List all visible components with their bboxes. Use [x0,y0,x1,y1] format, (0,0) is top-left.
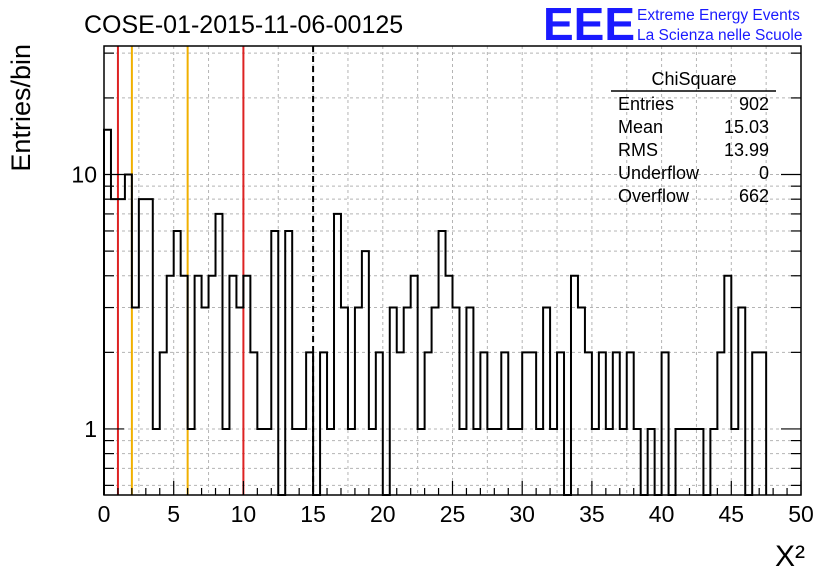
x-axis-tick-labels: 0 5 10 15 20 25 30 35 40 45 50 [98,501,814,527]
histogram-series-line [103,128,768,496]
x-tick-label: 45 [719,501,745,527]
x-tick-label: 20 [370,501,396,527]
x-tick-label: 50 [788,501,814,527]
y-axis-tick-labels: 1 10 [71,162,97,442]
stats-row-label: Mean [618,117,663,137]
y-tick-label: 10 [71,162,97,188]
eee-logo-mark: EEE [543,0,635,50]
stats-row-value: 662 [739,186,769,206]
eee-logo-line2: La Scienza nelle Scuole [637,27,802,44]
stats-row-value: 0 [759,163,769,183]
x-tick-label: 0 [98,501,111,527]
stats-row-value: 902 [739,94,769,114]
eee-logo: EEE Extreme Energy Events La Scienza nel… [543,0,802,50]
x-tick-label: 15 [300,501,326,527]
y-axis-label: Entries/bin [6,44,36,172]
x-tick-label: 25 [440,501,466,527]
x-tick-label: 5 [167,501,180,527]
x-axis-label: X² [775,540,805,572]
x-tick-label: 30 [509,501,535,527]
stats-row-value: 15.03 [724,117,769,137]
stats-row-label: Underflow [618,163,700,183]
stats-row-label: Overflow [618,186,690,206]
stats-box: ChiSquare Entries 902 Mean 15.03 RMS 13.99 Und… [611,69,776,206]
x-tick-label: 35 [579,501,605,527]
x-tick-label: 10 [231,501,257,527]
stats-row-value: 13.99 [724,140,769,160]
stats-row-label: Entries [618,94,674,114]
y-tick-label: 1 [84,416,97,442]
stats-box-title: ChiSquare [651,69,736,89]
stats-row-label: RMS [618,140,658,160]
x-tick-label: 40 [649,501,675,527]
chart-title: COSE-01-2015-11-06-00125 [84,11,403,39]
axis-ticks [103,52,802,495]
eee-logo-line1: Extreme Energy Events [637,7,800,24]
